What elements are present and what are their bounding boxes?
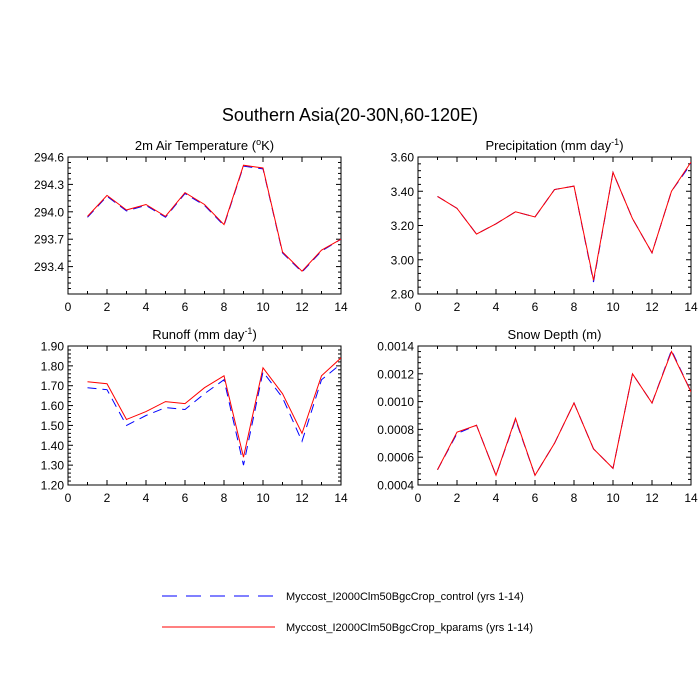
- x-tick-label: 12: [645, 491, 659, 505]
- y-tick-label: 0.0008: [377, 423, 414, 437]
- series-control-line: [437, 163, 691, 283]
- x-tick-label: 4: [493, 491, 500, 505]
- y-tick-label: 3.40: [391, 185, 415, 199]
- y-tick-label: 1.60: [41, 399, 65, 413]
- x-tick-label: 2: [454, 300, 461, 314]
- plot-frame: [67, 156, 342, 295]
- series-kparams-line: [87, 164, 341, 272]
- x-tick-label: 10: [606, 300, 620, 314]
- y-tick-label: 0.0010: [377, 395, 414, 409]
- x-tick-label: 12: [645, 300, 659, 314]
- y-tick-label: 1.30: [41, 459, 65, 473]
- panel-2: Precipitation (mm day-1) 0 2 4 6 8 10 12 14 2.80 3…: [391, 137, 698, 314]
- y-tick-label: 0.0014: [377, 340, 414, 354]
- x-tick-label: 8: [571, 300, 578, 314]
- panel-3: Runoff (mm day-1) 0 2 4 6 8 10 12 14 1.20 1.30 1.40…: [41, 326, 348, 505]
- y-tick-label: 293.7: [34, 233, 64, 247]
- plot-frame: [67, 345, 342, 486]
- x-tick-label: 10: [606, 491, 620, 505]
- x-tick-label: 6: [182, 300, 189, 314]
- panel-title-superscript: o: [256, 137, 261, 147]
- panel-title: Snow Depth (m): [508, 327, 602, 342]
- plot-frame: [417, 156, 692, 295]
- figure-title: Southern Asia(20-30N,60-120E): [222, 105, 478, 125]
- legend-label-kparams: Myccost_I2000Clm50BgcCrop_kparams (yrs 1…: [286, 622, 533, 634]
- x-tick-label: 2: [104, 300, 111, 314]
- series-kparams-line: [437, 350, 691, 477]
- x-tick-label: 14: [684, 491, 698, 505]
- x-tick-label: 14: [334, 491, 348, 505]
- panel-title-text: Runoff (mm day: [152, 327, 245, 342]
- panel-title-text: 2m Air Temperature (: [135, 138, 257, 153]
- legend-label-control: Myccost_I2000Clm50BgcCrop_control (yrs 1…: [286, 591, 524, 603]
- x-tick-label: 4: [143, 300, 150, 314]
- panel-title-suffix: K): [261, 138, 274, 153]
- x-tick-label: 0: [415, 300, 422, 314]
- x-tick-label: 0: [65, 300, 72, 314]
- series-control-line: [87, 363, 341, 466]
- y-tick-label: 3.00: [391, 253, 415, 267]
- panel-title-superscript: -1: [611, 137, 619, 147]
- legend: Myccost_I2000Clm50BgcCrop_control (yrs 1…: [162, 591, 533, 634]
- y-tick-label: 1.50: [41, 419, 65, 433]
- y-tick-label: 294.0: [34, 205, 64, 219]
- panel-title-text: Precipitation (mm day: [485, 138, 611, 153]
- panel-4: Snow Depth (m) 0 2 4 6 8 10 12 14 0.0004 0.0006 0.0…: [377, 327, 698, 505]
- y-tick-label: 294.6: [34, 151, 64, 165]
- panel-title: Runoff (mm day-1): [152, 326, 257, 342]
- x-tick-label: 0: [415, 491, 422, 505]
- y-tick-label: 1.20: [41, 479, 65, 493]
- x-tick-label: 4: [143, 491, 150, 505]
- panel-title-suffix: ): [252, 327, 256, 342]
- y-tick-label: 0.0006: [377, 451, 414, 465]
- y-tick-label: 3.20: [391, 219, 415, 233]
- y-tick-label: 294.3: [34, 178, 64, 192]
- y-tick-label: 0.0012: [377, 367, 414, 381]
- x-tick-label: 2: [454, 491, 461, 505]
- y-tick-label: 1.90: [41, 340, 65, 354]
- y-tick-label: 2.80: [391, 288, 415, 302]
- x-tick-label: 14: [684, 300, 698, 314]
- y-tick-label: 3.60: [391, 151, 415, 165]
- series-control-line: [437, 348, 691, 477]
- series-kparams-line: [87, 357, 341, 458]
- panel-1: 2m Air Temperature (oK) 0 2 4 6 8 10 12 14 293.4 2…: [34, 137, 348, 314]
- x-tick-label: 12: [295, 491, 309, 505]
- panel-title: Precipitation (mm day-1): [485, 137, 623, 153]
- x-tick-label: 8: [221, 491, 228, 505]
- x-tick-label: 4: [493, 300, 500, 314]
- x-tick-label: 6: [532, 300, 539, 314]
- panel-title: 2m Air Temperature (oK): [135, 137, 274, 153]
- panel-title-superscript: -1: [244, 326, 252, 336]
- x-tick-label: 12: [295, 300, 309, 314]
- x-tick-label: 0: [65, 491, 72, 505]
- x-tick-label: 8: [571, 491, 578, 505]
- y-tick-label: 1.80: [41, 359, 65, 373]
- x-tick-label: 2: [104, 491, 111, 505]
- x-tick-label: 10: [256, 300, 270, 314]
- x-tick-label: 8: [221, 300, 228, 314]
- plot-frame: [417, 345, 692, 486]
- panel-title-text: Snow Depth (m): [508, 327, 602, 342]
- panel-title-suffix: ): [619, 138, 623, 153]
- y-tick-label: 293.4: [34, 260, 64, 274]
- y-tick-label: 0.0004: [377, 479, 414, 493]
- series-kparams-line: [437, 161, 691, 281]
- series-control-line: [87, 165, 341, 273]
- x-tick-label: 14: [334, 300, 348, 314]
- x-tick-label: 10: [256, 491, 270, 505]
- y-tick-label: 1.70: [41, 379, 65, 393]
- y-tick-label: 1.40: [41, 439, 65, 453]
- x-tick-label: 6: [182, 491, 189, 505]
- x-tick-label: 6: [532, 491, 539, 505]
